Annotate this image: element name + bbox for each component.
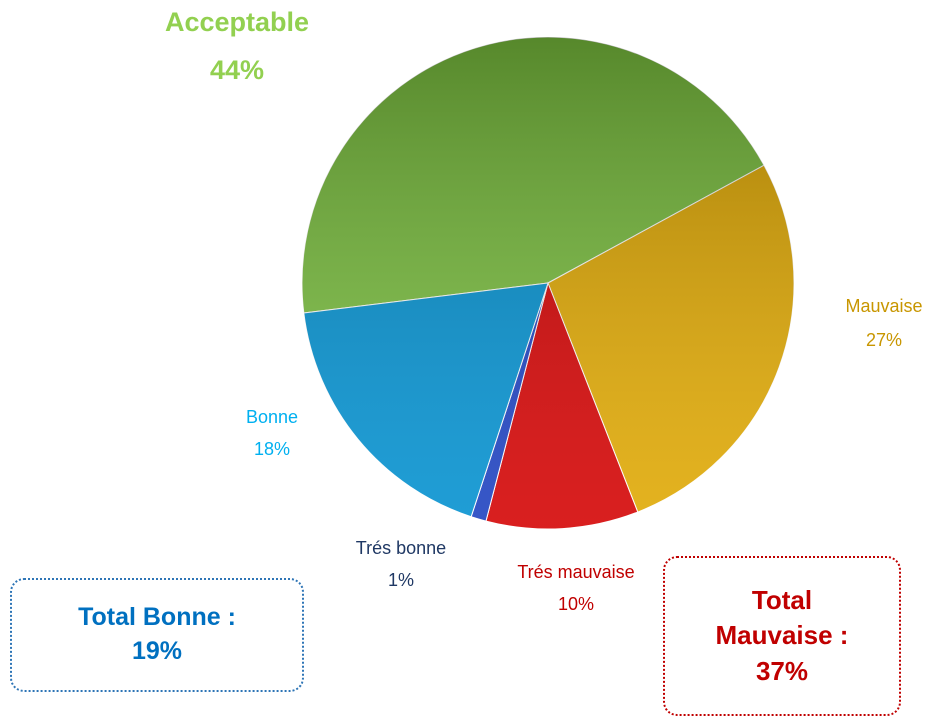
slice-value-label: 27% xyxy=(866,330,902,350)
annotation-value: 37% xyxy=(755,655,809,686)
slice-label: Bonne xyxy=(246,407,298,427)
annotation-text: Total Mauvaise : xyxy=(715,585,849,651)
annotation-text: Total Bonne : xyxy=(78,603,236,632)
slice-value-label: 18% xyxy=(254,439,290,459)
total-mauvaise-box: Total Mauvaise : 37% xyxy=(663,556,901,716)
slice-label: Acceptable xyxy=(165,7,309,37)
slice-value-label: 1% xyxy=(388,570,414,590)
slice-label: Trés mauvaise xyxy=(517,562,634,582)
slice-label: Mauvaise xyxy=(845,296,922,316)
slice-value-label: 10% xyxy=(558,594,594,614)
slice-value-label: 44% xyxy=(210,55,264,85)
annotation-value: 19% xyxy=(131,637,183,665)
labels: Acceptable 44% Mauvaise 27% Trés mauvaise 10%… xyxy=(165,7,923,614)
pie xyxy=(301,36,795,530)
total-bonne-box: Total Bonne : 19% xyxy=(10,578,304,692)
slice-label: Trés bonne xyxy=(356,538,446,558)
